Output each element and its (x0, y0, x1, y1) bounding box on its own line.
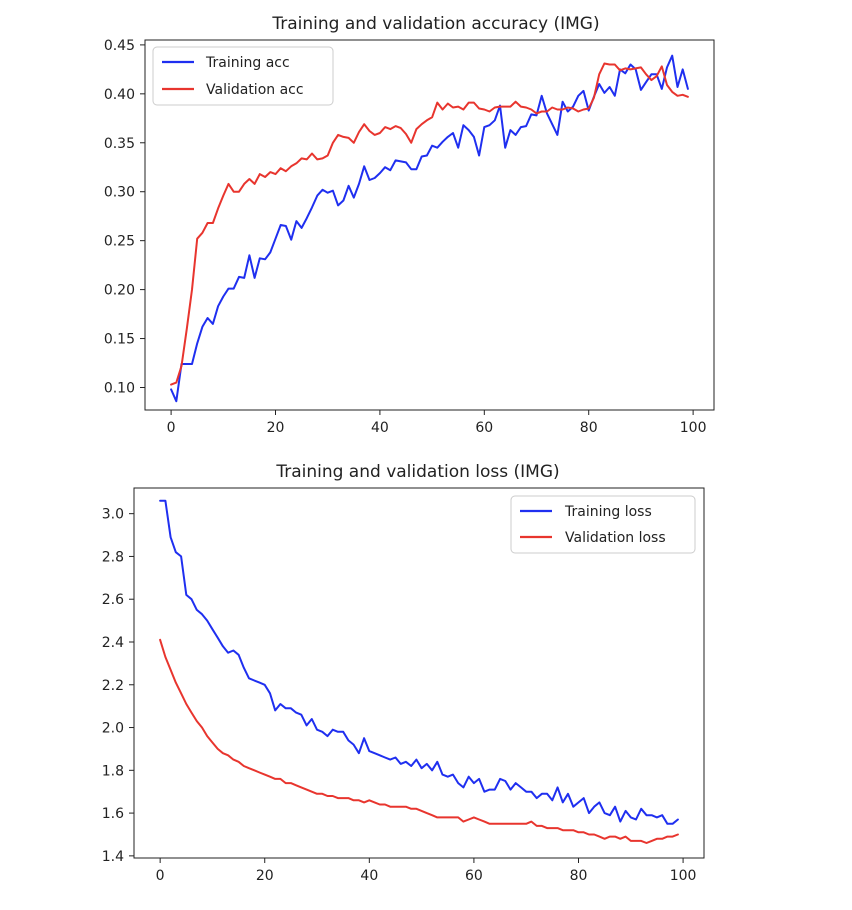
loss-series-training-loss-line (159, 499, 679, 825)
loss-y-tick-label: 1.4 (102, 849, 124, 865)
accuracy-y-tick-label: 0.10 (104, 380, 135, 396)
accuracy-y-tick-label: 0.15 (104, 332, 135, 348)
loss-legend-box (510, 495, 696, 554)
loss-chart-title: Training and validation loss (IMG) (275, 462, 559, 482)
loss-chart: Training and validation loss (IMG) 0 20 40… (102, 462, 705, 884)
loss-series-validation-loss-line (159, 638, 679, 844)
accuracy-x-tick-label: 40 (371, 420, 389, 436)
loss-y-tick-label: 2.6 (102, 592, 124, 608)
accuracy-legend-training-label: Training acc (205, 55, 290, 71)
loss-legend: Training loss Validation loss (510, 495, 696, 554)
accuracy-chart-title: Training and validation accuracy (IMG) (271, 14, 599, 34)
loss-x-tick-label: 80 (570, 868, 588, 884)
accuracy-x-tick-label: 0 (167, 420, 176, 436)
accuracy-x-tick-label: 60 (475, 420, 493, 436)
loss-y-tick-label: 1.8 (102, 763, 124, 779)
accuracy-legend-validation-label: Validation acc (206, 82, 304, 98)
loss-x-tick-label: 40 (360, 868, 378, 884)
loss-x-tick-label: 60 (465, 868, 483, 884)
accuracy-y-tick-label: 0.20 (104, 283, 135, 299)
loss-legend-training-label: Training loss (564, 504, 652, 520)
accuracy-x-tick-label: 20 (267, 420, 285, 436)
loss-plot-area: 0 20 40 60 80 100 1.4 1.6 1.8 2.0 2.2 2.4 2.6 2.8 3.0 (102, 499, 697, 884)
loss-y-tick-label: 3.0 (102, 507, 124, 523)
loss-x-tick-label: 20 (256, 868, 274, 884)
accuracy-legend-box (152, 46, 334, 106)
loss-y-tick-label: 2.8 (102, 549, 124, 565)
accuracy-chart: Training and validation accuracy (IMG) 0… (104, 14, 715, 436)
accuracy-axes-frame (144, 39, 715, 411)
accuracy-y-tick-label: 0.25 (104, 234, 135, 250)
loss-x-tick-label: 100 (670, 868, 697, 884)
loss-legend-validation-label: Validation loss (565, 530, 666, 546)
accuracy-series-training-acc-line (170, 54, 689, 403)
loss-y-tick-label: 2.0 (102, 721, 124, 737)
accuracy-x-tick-label: 80 (580, 420, 598, 436)
loss-axes-frame (133, 487, 705, 859)
loss-y-tick-label: 2.2 (102, 678, 124, 694)
accuracy-plot-area: 0 20 40 60 80 100 0.10 0.15 0.20 0.25 0.30 0.35 0.40… (104, 38, 707, 436)
accuracy-series-validation-acc-line (170, 62, 689, 386)
loss-y-tick-label: 1.6 (102, 806, 124, 822)
accuracy-x-tick-label: 100 (680, 420, 707, 436)
accuracy-y-tick-label: 0.45 (104, 38, 135, 54)
loss-x-tick-label: 0 (156, 868, 165, 884)
loss-y-tick-label: 2.4 (102, 635, 124, 651)
accuracy-y-tick-label: 0.35 (104, 136, 135, 152)
accuracy-y-tick-label: 0.40 (104, 87, 135, 103)
accuracy-legend: Training acc Validation acc (152, 46, 334, 106)
accuracy-y-tick-label: 0.30 (104, 185, 135, 201)
